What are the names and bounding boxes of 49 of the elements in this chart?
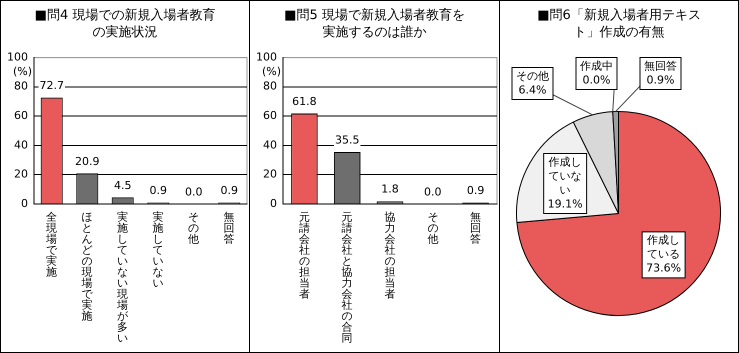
text: 0.0% — [582, 73, 610, 86]
data-label: 61.8 — [292, 94, 317, 108]
data-label: 0.0 — [424, 185, 442, 198]
chart-title: ■問5 現場で新規入場者教育を実施するのは誰か — [283, 6, 466, 42]
data-label: 6.4% — [518, 83, 546, 96]
x-tick-label: 無回答 — [224, 210, 235, 246]
category-label: ほとんどの現場で実施 — [82, 210, 93, 322]
data-label: 0.0 — [185, 185, 202, 198]
data-label: 4.5 — [114, 178, 132, 192]
slice-label: 作成していない — [548, 155, 582, 196]
category-label: 実施していない現場が多い — [117, 210, 128, 344]
category-label: 元請会社と協力会社の合同 — [342, 210, 353, 344]
y-tick-label: 80 — [262, 80, 277, 93]
data-label: 72.7 — [39, 78, 64, 92]
data-label: 0.9 — [466, 184, 484, 198]
x-tick-label: その他 — [427, 210, 438, 246]
slice-label: 無回答 — [644, 59, 677, 72]
y-tick-label: 0 — [20, 196, 28, 210]
y-axis-title: (%) — [262, 64, 281, 78]
y-tick-label: 40 — [262, 138, 277, 152]
y-axis-title: (%) — [12, 64, 32, 78]
y-tick-label: 20 — [262, 168, 277, 181]
y-tick-label: 80 — [14, 80, 28, 93]
category-label: 作成中 — [580, 59, 613, 72]
data-label: 0.9 — [220, 184, 238, 198]
x-tick-label: 協力会社の担当者 — [384, 210, 396, 300]
data-label: 35.5 — [334, 133, 360, 146]
data-label: 1.8 — [381, 182, 399, 196]
x-tick-label: その他 — [188, 210, 200, 246]
data-label: 19.1% — [548, 197, 583, 210]
slice-label: その他 — [516, 69, 549, 82]
y-tick-label: 60 — [262, 109, 277, 122]
chart-title: ■問4 現場での新規入場者教育の実施状況 — [34, 6, 216, 42]
data-label: 20.9 — [74, 154, 100, 168]
y-tick-label: 60 — [14, 109, 28, 122]
y-tick-label: 20 — [14, 168, 28, 181]
slice-label: 作成している — [646, 234, 680, 261]
y-tick-label: 0 — [270, 196, 277, 210]
x-tick-label: 元請会社の担当者 — [298, 210, 310, 300]
y-tick-label: 100 — [256, 50, 277, 64]
data-label: 0.9 — [150, 184, 167, 198]
x-tick-label: 無回答 — [470, 210, 482, 246]
chart-title: ■問6「新規入場者用テキスト」作成の有無 — [536, 7, 702, 42]
x-tick-label: 全現場で実施 — [45, 210, 58, 278]
y-tick-label: 100 — [6, 50, 28, 64]
data-label: 73.6% — [646, 262, 682, 275]
data-label: 0.9% — [646, 73, 674, 86]
y-tick-label: 40 — [14, 138, 28, 152]
x-tick-label: 実施していない — [152, 210, 164, 290]
